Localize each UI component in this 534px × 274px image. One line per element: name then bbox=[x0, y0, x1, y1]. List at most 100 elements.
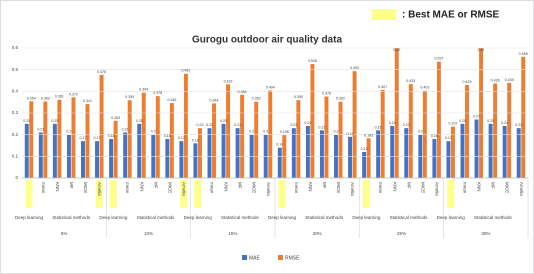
group-label: 5% bbox=[61, 231, 68, 236]
value-label: 0.361 bbox=[55, 95, 64, 99]
bar bbox=[85, 104, 90, 178]
value-label: 0.198 bbox=[280, 130, 289, 134]
bar bbox=[113, 120, 118, 178]
bar bbox=[165, 139, 170, 178]
value-label: 0.61 bbox=[478, 48, 485, 52]
highlight-swatch bbox=[372, 9, 396, 20]
x-tick-label: KNN bbox=[392, 182, 397, 192]
bar bbox=[81, 141, 85, 178]
bar bbox=[348, 136, 353, 178]
value-label: 0.18 bbox=[164, 134, 171, 138]
bar bbox=[450, 126, 455, 178]
x-tick-label: MICE bbox=[252, 182, 257, 193]
bar bbox=[212, 103, 216, 178]
value-label: 0.12 bbox=[361, 147, 368, 151]
value-label: 0.17 bbox=[178, 136, 185, 140]
x-tick-label: mean bbox=[463, 182, 468, 194]
bar bbox=[155, 96, 160, 178]
chart-title: Gurogu outdoor air quality data bbox=[192, 35, 342, 46]
value-label: 0.23 bbox=[290, 123, 297, 127]
bar bbox=[404, 128, 409, 178]
value-label: 0.62 bbox=[393, 48, 400, 52]
bar bbox=[319, 130, 324, 178]
value-label: 0.429 bbox=[463, 80, 472, 84]
value-label: 0.341 bbox=[83, 99, 92, 103]
bar bbox=[460, 123, 465, 178]
x-tick-label: MF bbox=[69, 182, 74, 189]
x-tick-label: Amelia bbox=[434, 182, 439, 196]
value-label: 0.344 bbox=[210, 98, 219, 102]
bar bbox=[291, 128, 296, 178]
value-label: 0.353 bbox=[41, 96, 50, 100]
highlight bbox=[95, 180, 103, 208]
group-label: 20% bbox=[313, 231, 322, 236]
highlight bbox=[278, 180, 286, 208]
legend-label: MAE bbox=[249, 255, 261, 261]
bar bbox=[43, 101, 48, 178]
x-tick-label: Amelia bbox=[350, 182, 355, 196]
value-label: 0.18 bbox=[431, 134, 438, 138]
bar bbox=[296, 100, 301, 178]
highlight bbox=[447, 180, 455, 208]
y-tick-label: 0.2 bbox=[12, 132, 19, 137]
bar bbox=[169, 103, 174, 178]
bar bbox=[366, 138, 371, 178]
value-label: 0.23 bbox=[234, 123, 241, 127]
bar bbox=[109, 139, 114, 178]
value-label: 0.25 bbox=[220, 119, 227, 123]
bar bbox=[305, 126, 310, 178]
value-label: 0.183 bbox=[364, 133, 373, 137]
value-label: 0.537 bbox=[434, 57, 443, 61]
bar bbox=[193, 143, 198, 178]
bar bbox=[324, 96, 329, 178]
value-label: 0.25 bbox=[51, 119, 58, 123]
value-label: 0.433 bbox=[406, 79, 415, 83]
y-tick-label: 0.1 bbox=[12, 154, 19, 159]
bar bbox=[197, 128, 202, 178]
bar bbox=[446, 141, 451, 178]
value-label: 0.27 bbox=[473, 114, 480, 118]
bar bbox=[52, 123, 57, 178]
bar bbox=[95, 141, 100, 178]
section-label: Deep learning bbox=[184, 215, 213, 220]
x-tick-label: KNN bbox=[477, 182, 482, 192]
x-tick-label: MICE bbox=[83, 182, 88, 193]
value-label: 0.22 bbox=[318, 125, 325, 129]
value-label: 0.17 bbox=[94, 136, 101, 140]
bar bbox=[310, 64, 315, 178]
highlight bbox=[180, 180, 188, 208]
bar bbox=[521, 56, 526, 178]
value-label: 0.2 bbox=[418, 130, 423, 134]
bar bbox=[99, 74, 104, 178]
value-label: 0.354 bbox=[27, 96, 36, 100]
bar bbox=[226, 84, 231, 178]
bar bbox=[71, 97, 76, 178]
bar bbox=[254, 101, 259, 178]
value-label: 0.22 bbox=[375, 125, 382, 129]
value-label: 0.2 bbox=[151, 130, 156, 134]
value-label: 0.436 bbox=[491, 78, 500, 82]
x-tick-label: mean bbox=[294, 182, 299, 194]
section-label: Statistical methods bbox=[390, 215, 429, 220]
group-label: 25% bbox=[397, 231, 406, 236]
value-label: 0.403 bbox=[420, 86, 429, 90]
value-label: 0.24 bbox=[389, 121, 396, 125]
x-tick-label: mean bbox=[41, 182, 46, 194]
value-label: 0.23 bbox=[515, 123, 522, 127]
bar bbox=[474, 119, 479, 178]
highlight bbox=[362, 180, 370, 208]
x-tick-label: mean bbox=[125, 182, 130, 194]
value-label: 0.384 bbox=[238, 90, 247, 94]
y-tick-label: 0.4 bbox=[12, 89, 19, 94]
plot-area bbox=[24, 48, 526, 178]
value-label: 0.14 bbox=[276, 143, 283, 147]
value-label: 0.17 bbox=[79, 136, 86, 140]
value-label: 0.359 bbox=[125, 95, 134, 99]
bar bbox=[268, 90, 273, 178]
bar bbox=[179, 141, 184, 178]
x-tick-label: MICE bbox=[336, 182, 341, 193]
bar bbox=[338, 101, 343, 178]
value-label: 0.24 bbox=[304, 121, 311, 125]
section-label: Statistical methods bbox=[221, 215, 260, 220]
